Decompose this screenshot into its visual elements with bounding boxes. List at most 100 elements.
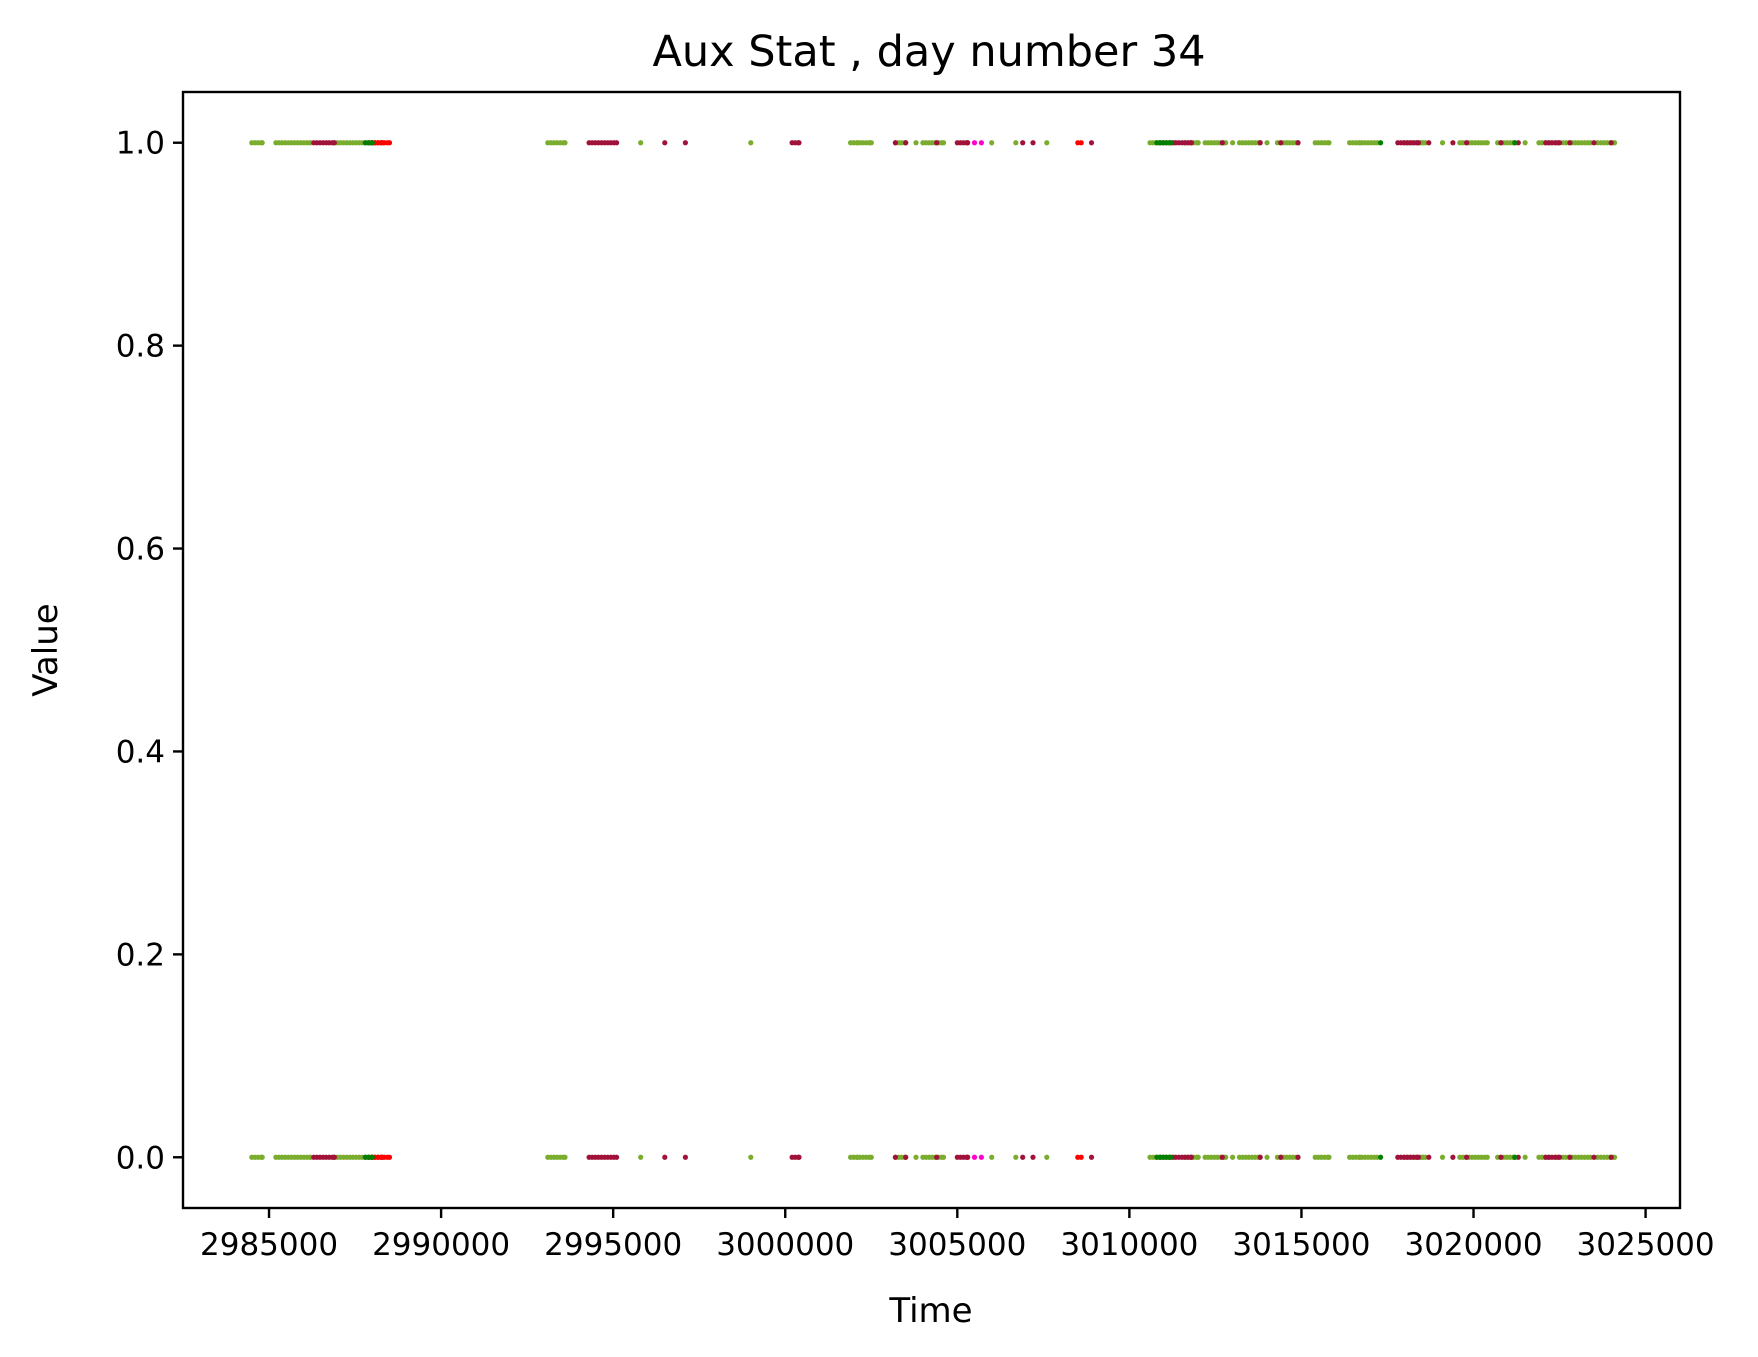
data-point	[386, 140, 393, 146]
data-point	[1378, 1154, 1384, 1160]
data-point	[971, 1154, 978, 1160]
data-point	[331, 140, 337, 146]
data-point	[1557, 1154, 1563, 1160]
y-tick-label: 0.4	[116, 734, 165, 770]
data-point	[662, 140, 668, 146]
data-point	[1044, 1154, 1050, 1160]
data-point	[1030, 1154, 1036, 1160]
data-point	[1168, 1154, 1174, 1160]
y-axis-label: Value	[26, 603, 66, 696]
data-point	[1219, 1154, 1225, 1160]
data-point	[934, 1154, 940, 1160]
x-tick-label: 3020000	[1404, 1227, 1542, 1263]
data-point	[1439, 1154, 1446, 1160]
data-point	[1219, 140, 1225, 146]
data-point	[868, 1154, 874, 1160]
data-point	[854, 1154, 861, 1160]
data-point	[1295, 1154, 1301, 1160]
data-point	[1088, 1154, 1095, 1160]
data-point	[1188, 1154, 1194, 1160]
data-point	[1608, 140, 1614, 146]
data-point	[638, 1154, 644, 1160]
data-point	[259, 1154, 265, 1160]
data-point	[1257, 1154, 1263, 1160]
y-tick-label: 0.0	[116, 1140, 165, 1176]
data-point	[1278, 140, 1284, 146]
data-point	[1426, 1154, 1432, 1160]
data-point	[978, 1154, 985, 1160]
data-point	[1484, 1154, 1490, 1160]
data-point	[1450, 140, 1456, 146]
data-point	[1230, 140, 1236, 146]
data-point	[1415, 140, 1422, 146]
data-point	[614, 140, 620, 146]
data-point	[1522, 1154, 1528, 1160]
data-point	[978, 140, 985, 146]
x-tick-label: 3000000	[716, 1227, 854, 1263]
data-point	[748, 140, 754, 146]
data-point	[1257, 140, 1263, 146]
data-point	[1020, 1154, 1026, 1160]
x-axis-label: Time	[888, 1291, 972, 1331]
data-point	[903, 140, 909, 146]
data-point	[1188, 140, 1194, 146]
data-point	[331, 1154, 337, 1160]
data-point	[1013, 1154, 1019, 1160]
data-point	[1591, 140, 1597, 146]
data-point	[913, 1154, 919, 1160]
data-point	[1264, 140, 1270, 146]
data-point	[748, 1154, 754, 1160]
data-point	[1230, 1154, 1236, 1160]
data-point	[369, 1154, 375, 1160]
data-point	[1088, 140, 1095, 146]
data-point	[1450, 1154, 1456, 1160]
chart-title: Aux Stat , day number 34	[652, 27, 1205, 77]
data-point	[1378, 140, 1384, 146]
data-point	[1557, 140, 1563, 146]
x-tick-label: 2985000	[200, 1227, 338, 1263]
x-tick-label: 3005000	[888, 1227, 1026, 1263]
data-point	[1357, 140, 1363, 146]
x-tick-label: 2990000	[372, 1227, 510, 1263]
data-point	[1044, 140, 1050, 146]
data-point	[1020, 140, 1026, 146]
data-point	[913, 140, 919, 146]
data-point	[1078, 1154, 1084, 1160]
data-point	[1567, 1154, 1573, 1160]
data-point	[1567, 140, 1573, 146]
x-tick-label: 2995000	[544, 1227, 682, 1263]
data-point	[965, 140, 971, 146]
data-point	[662, 1154, 668, 1160]
data-point	[940, 140, 947, 146]
data-point	[940, 1154, 947, 1160]
data-point	[1498, 140, 1504, 146]
y-tick-label: 0.8	[116, 329, 165, 365]
x-tick-label: 3025000	[1577, 1227, 1715, 1263]
x-tick-label: 3010000	[1060, 1227, 1198, 1263]
data-point	[1195, 140, 1201, 146]
data-points	[249, 140, 1618, 1160]
data-point	[1522, 140, 1528, 146]
data-point	[903, 1154, 909, 1160]
data-point	[1426, 140, 1432, 146]
data-point	[796, 140, 802, 146]
data-point	[369, 140, 375, 146]
data-point	[1278, 1154, 1284, 1160]
y-tick-label: 0.2	[116, 937, 165, 973]
data-point	[682, 140, 689, 146]
data-point	[386, 1154, 393, 1160]
data-point	[1608, 1154, 1614, 1160]
data-point	[1078, 140, 1084, 146]
data-point	[1415, 1154, 1422, 1160]
data-point	[1464, 1154, 1470, 1160]
data-point	[1030, 140, 1036, 146]
data-point	[892, 140, 899, 146]
y-axis: 0.0 0.2 0.4 0.6 0.8 1.0	[116, 126, 183, 1176]
data-point	[1357, 1154, 1363, 1160]
data-point	[1295, 140, 1301, 146]
data-point	[1591, 1154, 1597, 1160]
data-point	[934, 140, 940, 146]
data-point	[989, 140, 995, 146]
data-point	[1439, 140, 1446, 146]
data-point	[682, 1154, 689, 1160]
